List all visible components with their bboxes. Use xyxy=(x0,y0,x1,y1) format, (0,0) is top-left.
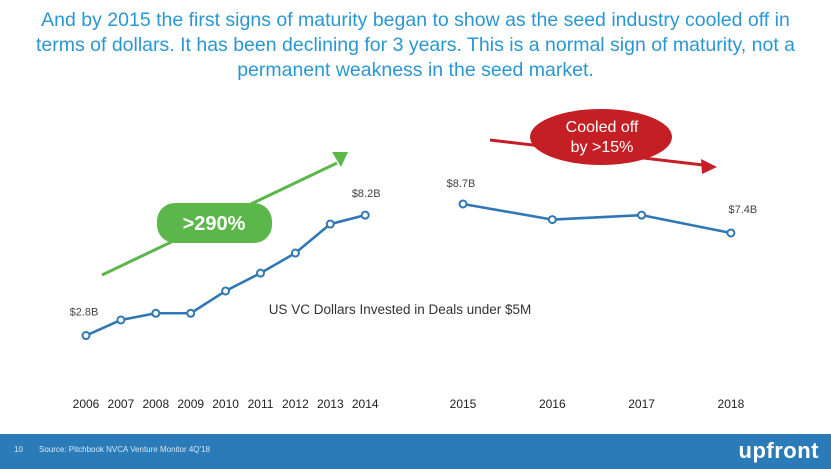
data-point-2006 xyxy=(81,331,91,341)
data-point-2010 xyxy=(221,286,231,296)
headline-line-2: terms of dollars. It has been declining … xyxy=(35,34,796,56)
x-tick-label: 2006 xyxy=(73,397,100,411)
data-point-2015 xyxy=(458,199,468,209)
x-tick-label: 2014 xyxy=(352,397,379,411)
data-point-2014 xyxy=(360,210,370,220)
data-point-2009 xyxy=(186,308,196,318)
x-tick-label: 2012 xyxy=(282,397,309,411)
series-line-2 xyxy=(462,202,732,235)
x-tick-label: 2008 xyxy=(142,397,169,411)
decline-arrow-head xyxy=(701,159,717,174)
decline-badge xyxy=(530,109,672,165)
source-note: Source: Pitchbook NVCA Venture Monitor 4… xyxy=(39,445,210,454)
data-point-2011 xyxy=(256,268,265,278)
chart-area: 2006 2007 2008 2009 2010 2011 2012 2013 2014 $2.8… xyxy=(70,109,758,411)
growth-badge xyxy=(157,203,272,243)
headline-line-3: permanent weakness in the seed market. xyxy=(237,59,594,81)
x-tick-label: 2010 xyxy=(212,397,239,411)
x-tick-label: 2013 xyxy=(317,397,344,411)
data-point-2007 xyxy=(116,315,126,325)
x-tick-label: 2016 xyxy=(539,397,566,411)
data-point-2013 xyxy=(325,219,335,229)
data-point-2016 xyxy=(547,215,557,225)
brand-logo: upfront xyxy=(738,438,819,463)
headline: And by 2015 the first signs of maturity … xyxy=(0,8,831,83)
page-number: 10 xyxy=(14,445,23,454)
x-tick-label: 2018 xyxy=(718,397,745,411)
data-point-2008 xyxy=(151,308,161,318)
x-tick-label: 2015 xyxy=(450,397,477,411)
data-point-2017 xyxy=(637,210,647,220)
decline-badge-label: by >15% xyxy=(571,139,634,156)
x-tick-label: 2017 xyxy=(628,397,655,411)
x-tick-label: 2007 xyxy=(108,397,135,411)
end-value-label: $7.4B xyxy=(729,204,758,216)
growth-badge-label: >290% xyxy=(183,213,246,235)
footer-bar: 10 Source: Pitchbook NVCA Venture Monito… xyxy=(0,434,831,469)
chart-title: US VC Dollars Invested in Deals under $5… xyxy=(269,302,532,317)
decline-badge-label: Cooled off xyxy=(566,119,639,136)
end-value-label: $8.2B xyxy=(352,188,381,200)
x-tick-label: 2011 xyxy=(248,397,274,411)
data-point-2018 xyxy=(726,228,736,238)
start-value-label: $8.7B xyxy=(447,178,476,190)
data-point-2012 xyxy=(290,248,300,258)
start-value-label: $2.8B xyxy=(70,307,99,319)
bottom-strip xyxy=(0,469,831,474)
growth-arrow-head xyxy=(332,152,348,167)
headline-line-1: And by 2015 the first signs of maturity … xyxy=(41,9,790,31)
x-tick-label: 2009 xyxy=(177,397,204,411)
